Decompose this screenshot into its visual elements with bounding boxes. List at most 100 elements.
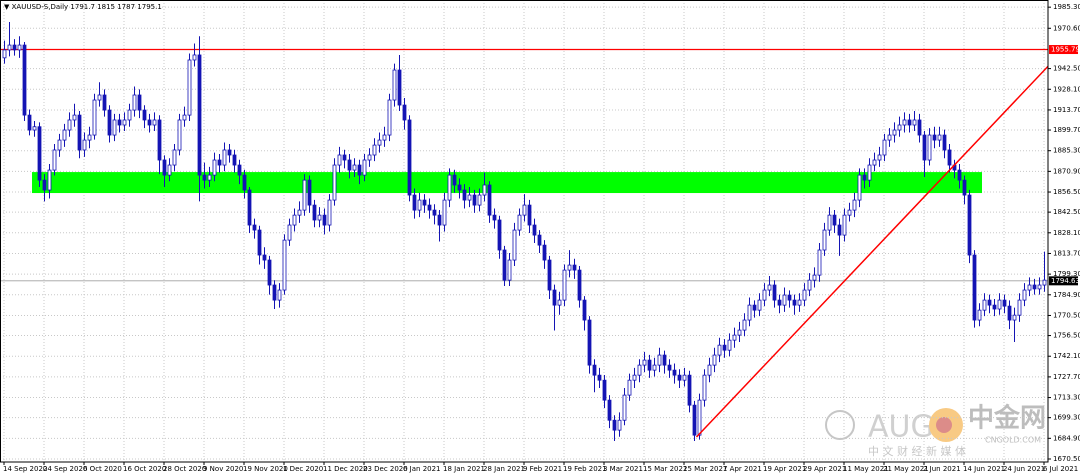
candle-body: [32, 126, 37, 131]
candle-body: [207, 174, 212, 181]
candle-body: [777, 299, 782, 306]
candle-body: [557, 299, 562, 306]
candle-body: [477, 194, 482, 206]
candle-body: [317, 214, 322, 221]
candle-body: [1032, 284, 1037, 290]
candle-body: [947, 149, 952, 166]
candle-body: [12, 44, 17, 51]
candle-body: [927, 134, 932, 161]
x-tick-label: 28 Jan 2021: [483, 465, 525, 473]
candle-body: [1022, 289, 1027, 301]
candle-body: [972, 254, 977, 321]
y-tick-label: 1784.90: [1053, 291, 1080, 299]
x-tick-label: 16 Oct 2020: [123, 465, 166, 473]
candle-body: [942, 134, 947, 151]
candle-body: [852, 199, 857, 211]
candle-body: [142, 109, 147, 121]
candle-body: [227, 149, 232, 156]
candle-body: [327, 199, 332, 226]
candle-body: [547, 259, 552, 291]
candle-body: [922, 134, 927, 161]
candle-body: [472, 194, 477, 206]
candle-body: [442, 199, 447, 226]
candle-body: [732, 334, 737, 341]
x-tick-label: 6 Jan 2021: [403, 465, 441, 473]
x-tick-label: 24 Sep 2020: [43, 465, 87, 473]
candle-body: [567, 264, 572, 271]
y-tick-label: 1770.50: [1053, 311, 1080, 319]
y-tick-label: 1684.90: [1053, 434, 1080, 442]
candle-body: [437, 214, 442, 226]
x-tick-label: 23 Dec 2020: [363, 465, 408, 473]
candle-body: [727, 339, 732, 351]
candle-body: [682, 374, 687, 381]
candle-body: [937, 134, 942, 141]
candle-body: [412, 194, 417, 211]
candle-body: [1037, 284, 1042, 290]
candle-body: [72, 114, 77, 121]
x-tick-label: 19 Feb 2021: [563, 465, 607, 473]
candle-body: [77, 114, 82, 151]
candle-body: [287, 224, 292, 241]
candle-body: [87, 134, 92, 141]
candle-body: [47, 169, 52, 191]
x-tick-label: 11 May 2021: [843, 465, 889, 473]
candle-body: [17, 44, 22, 51]
candle-body: [892, 129, 897, 136]
candle-body: [1027, 284, 1032, 291]
y-tick-label: 1856.50: [1053, 188, 1080, 196]
candle-body: [367, 154, 372, 161]
x-tick-label: 9 Nov 2020: [203, 465, 243, 473]
candle-body: [932, 134, 937, 141]
candle-body: [1042, 279, 1047, 286]
candle-body: [827, 214, 832, 231]
candle-body: [782, 294, 787, 306]
candle-body: [352, 164, 357, 171]
candle-body: [37, 126, 42, 181]
hline-label: 1955.79: [1051, 46, 1080, 54]
candle-body: [832, 214, 837, 226]
candle-body: [257, 229, 262, 256]
candle-body: [622, 394, 627, 421]
hline-label-box: [1049, 45, 1078, 55]
candle-body: [357, 164, 362, 176]
candle-body: [162, 159, 167, 176]
candle-body: [837, 224, 842, 236]
candle-body: [272, 284, 277, 301]
candle-body: [907, 119, 912, 126]
candle-body: [462, 189, 467, 201]
candle-body: [722, 344, 727, 351]
candle-body: [452, 174, 457, 186]
candle-body: [92, 99, 97, 136]
candle-body: [382, 134, 387, 141]
candle-body: [627, 379, 632, 396]
candle-body: [447, 174, 452, 201]
candle-body: [792, 299, 797, 306]
candle-body: [232, 154, 237, 166]
candle-body: [917, 119, 922, 136]
candle-body: [887, 134, 892, 141]
candle-body: [652, 364, 657, 371]
candle-body: [187, 59, 192, 116]
candle-body: [127, 109, 132, 121]
y-tick-label: 1670.50: [1053, 455, 1080, 463]
candle-body: [107, 109, 112, 136]
candle-body: [812, 274, 817, 281]
candle-body: [67, 119, 72, 131]
candle-body: [222, 149, 227, 166]
candle-body: [677, 374, 682, 381]
candle-body: [197, 54, 202, 176]
candle-body: [962, 179, 967, 196]
logo-inner: [936, 417, 952, 433]
candle-body: [52, 149, 57, 171]
candle-body: [982, 299, 987, 311]
candle-body: [512, 229, 517, 261]
candle-body: [527, 204, 532, 226]
candle-body: [492, 214, 497, 221]
candle-body: [152, 119, 157, 126]
x-tick-label: 25 Mar 2021: [683, 465, 727, 473]
candle-body: [422, 199, 427, 206]
candle-body: [702, 374, 707, 401]
candle-body: [502, 249, 507, 281]
